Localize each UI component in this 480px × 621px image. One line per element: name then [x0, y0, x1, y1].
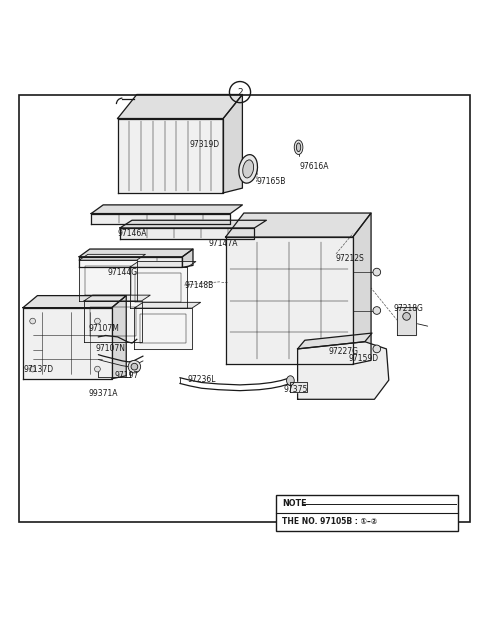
Text: 97148B: 97148B — [185, 281, 214, 289]
Ellipse shape — [243, 160, 253, 178]
Circle shape — [131, 363, 138, 370]
Circle shape — [95, 318, 100, 324]
Polygon shape — [23, 296, 126, 307]
Polygon shape — [79, 249, 193, 256]
Polygon shape — [182, 249, 193, 267]
Circle shape — [373, 268, 381, 276]
Ellipse shape — [239, 155, 257, 183]
FancyBboxPatch shape — [276, 496, 458, 532]
Polygon shape — [79, 255, 145, 260]
Polygon shape — [298, 333, 372, 349]
Polygon shape — [298, 342, 389, 399]
Circle shape — [373, 345, 381, 353]
Polygon shape — [84, 301, 142, 342]
Text: 97616A: 97616A — [300, 162, 329, 171]
Text: 97159D: 97159D — [348, 354, 379, 363]
Polygon shape — [118, 119, 223, 193]
Ellipse shape — [296, 143, 300, 152]
Polygon shape — [134, 308, 192, 349]
Polygon shape — [134, 302, 201, 308]
Polygon shape — [130, 261, 196, 267]
Polygon shape — [397, 307, 416, 335]
Ellipse shape — [287, 376, 294, 386]
Polygon shape — [91, 205, 242, 214]
Circle shape — [30, 366, 36, 372]
Circle shape — [128, 360, 141, 373]
Text: 97227G: 97227G — [329, 347, 359, 356]
Polygon shape — [120, 228, 254, 238]
Text: 97218G: 97218G — [394, 304, 423, 313]
Polygon shape — [226, 213, 371, 237]
Text: 99371A: 99371A — [89, 389, 118, 397]
Polygon shape — [112, 296, 126, 379]
Text: 97147A: 97147A — [209, 239, 238, 248]
Polygon shape — [130, 267, 187, 308]
Polygon shape — [120, 220, 266, 228]
Circle shape — [95, 366, 100, 372]
Circle shape — [373, 307, 381, 314]
Text: 97197: 97197 — [114, 371, 139, 380]
Circle shape — [30, 318, 36, 324]
Text: 97144G: 97144G — [108, 268, 138, 276]
Text: 97212S: 97212S — [336, 254, 365, 263]
Polygon shape — [79, 260, 137, 301]
Text: 97107N: 97107N — [96, 345, 126, 353]
Text: 97375: 97375 — [284, 385, 308, 394]
Text: 97107M: 97107M — [89, 324, 120, 333]
Ellipse shape — [294, 140, 303, 155]
Polygon shape — [226, 237, 353, 365]
Text: 97165B: 97165B — [257, 178, 286, 186]
Text: THE NO. 97105B : ①–②: THE NO. 97105B : ①–② — [282, 517, 377, 527]
Polygon shape — [84, 295, 150, 301]
Polygon shape — [353, 213, 371, 365]
Text: 2: 2 — [237, 88, 243, 97]
Polygon shape — [91, 214, 230, 224]
Polygon shape — [290, 381, 307, 392]
Polygon shape — [79, 256, 182, 267]
Circle shape — [403, 312, 410, 320]
Polygon shape — [23, 307, 112, 379]
Polygon shape — [223, 94, 242, 193]
Polygon shape — [118, 94, 242, 119]
Text: NOTE: NOTE — [282, 499, 306, 509]
Text: 97319D: 97319D — [190, 140, 220, 150]
Text: 97146A: 97146A — [118, 229, 147, 238]
Text: 97236L: 97236L — [187, 374, 216, 384]
Text: 97137D: 97137D — [24, 365, 54, 374]
